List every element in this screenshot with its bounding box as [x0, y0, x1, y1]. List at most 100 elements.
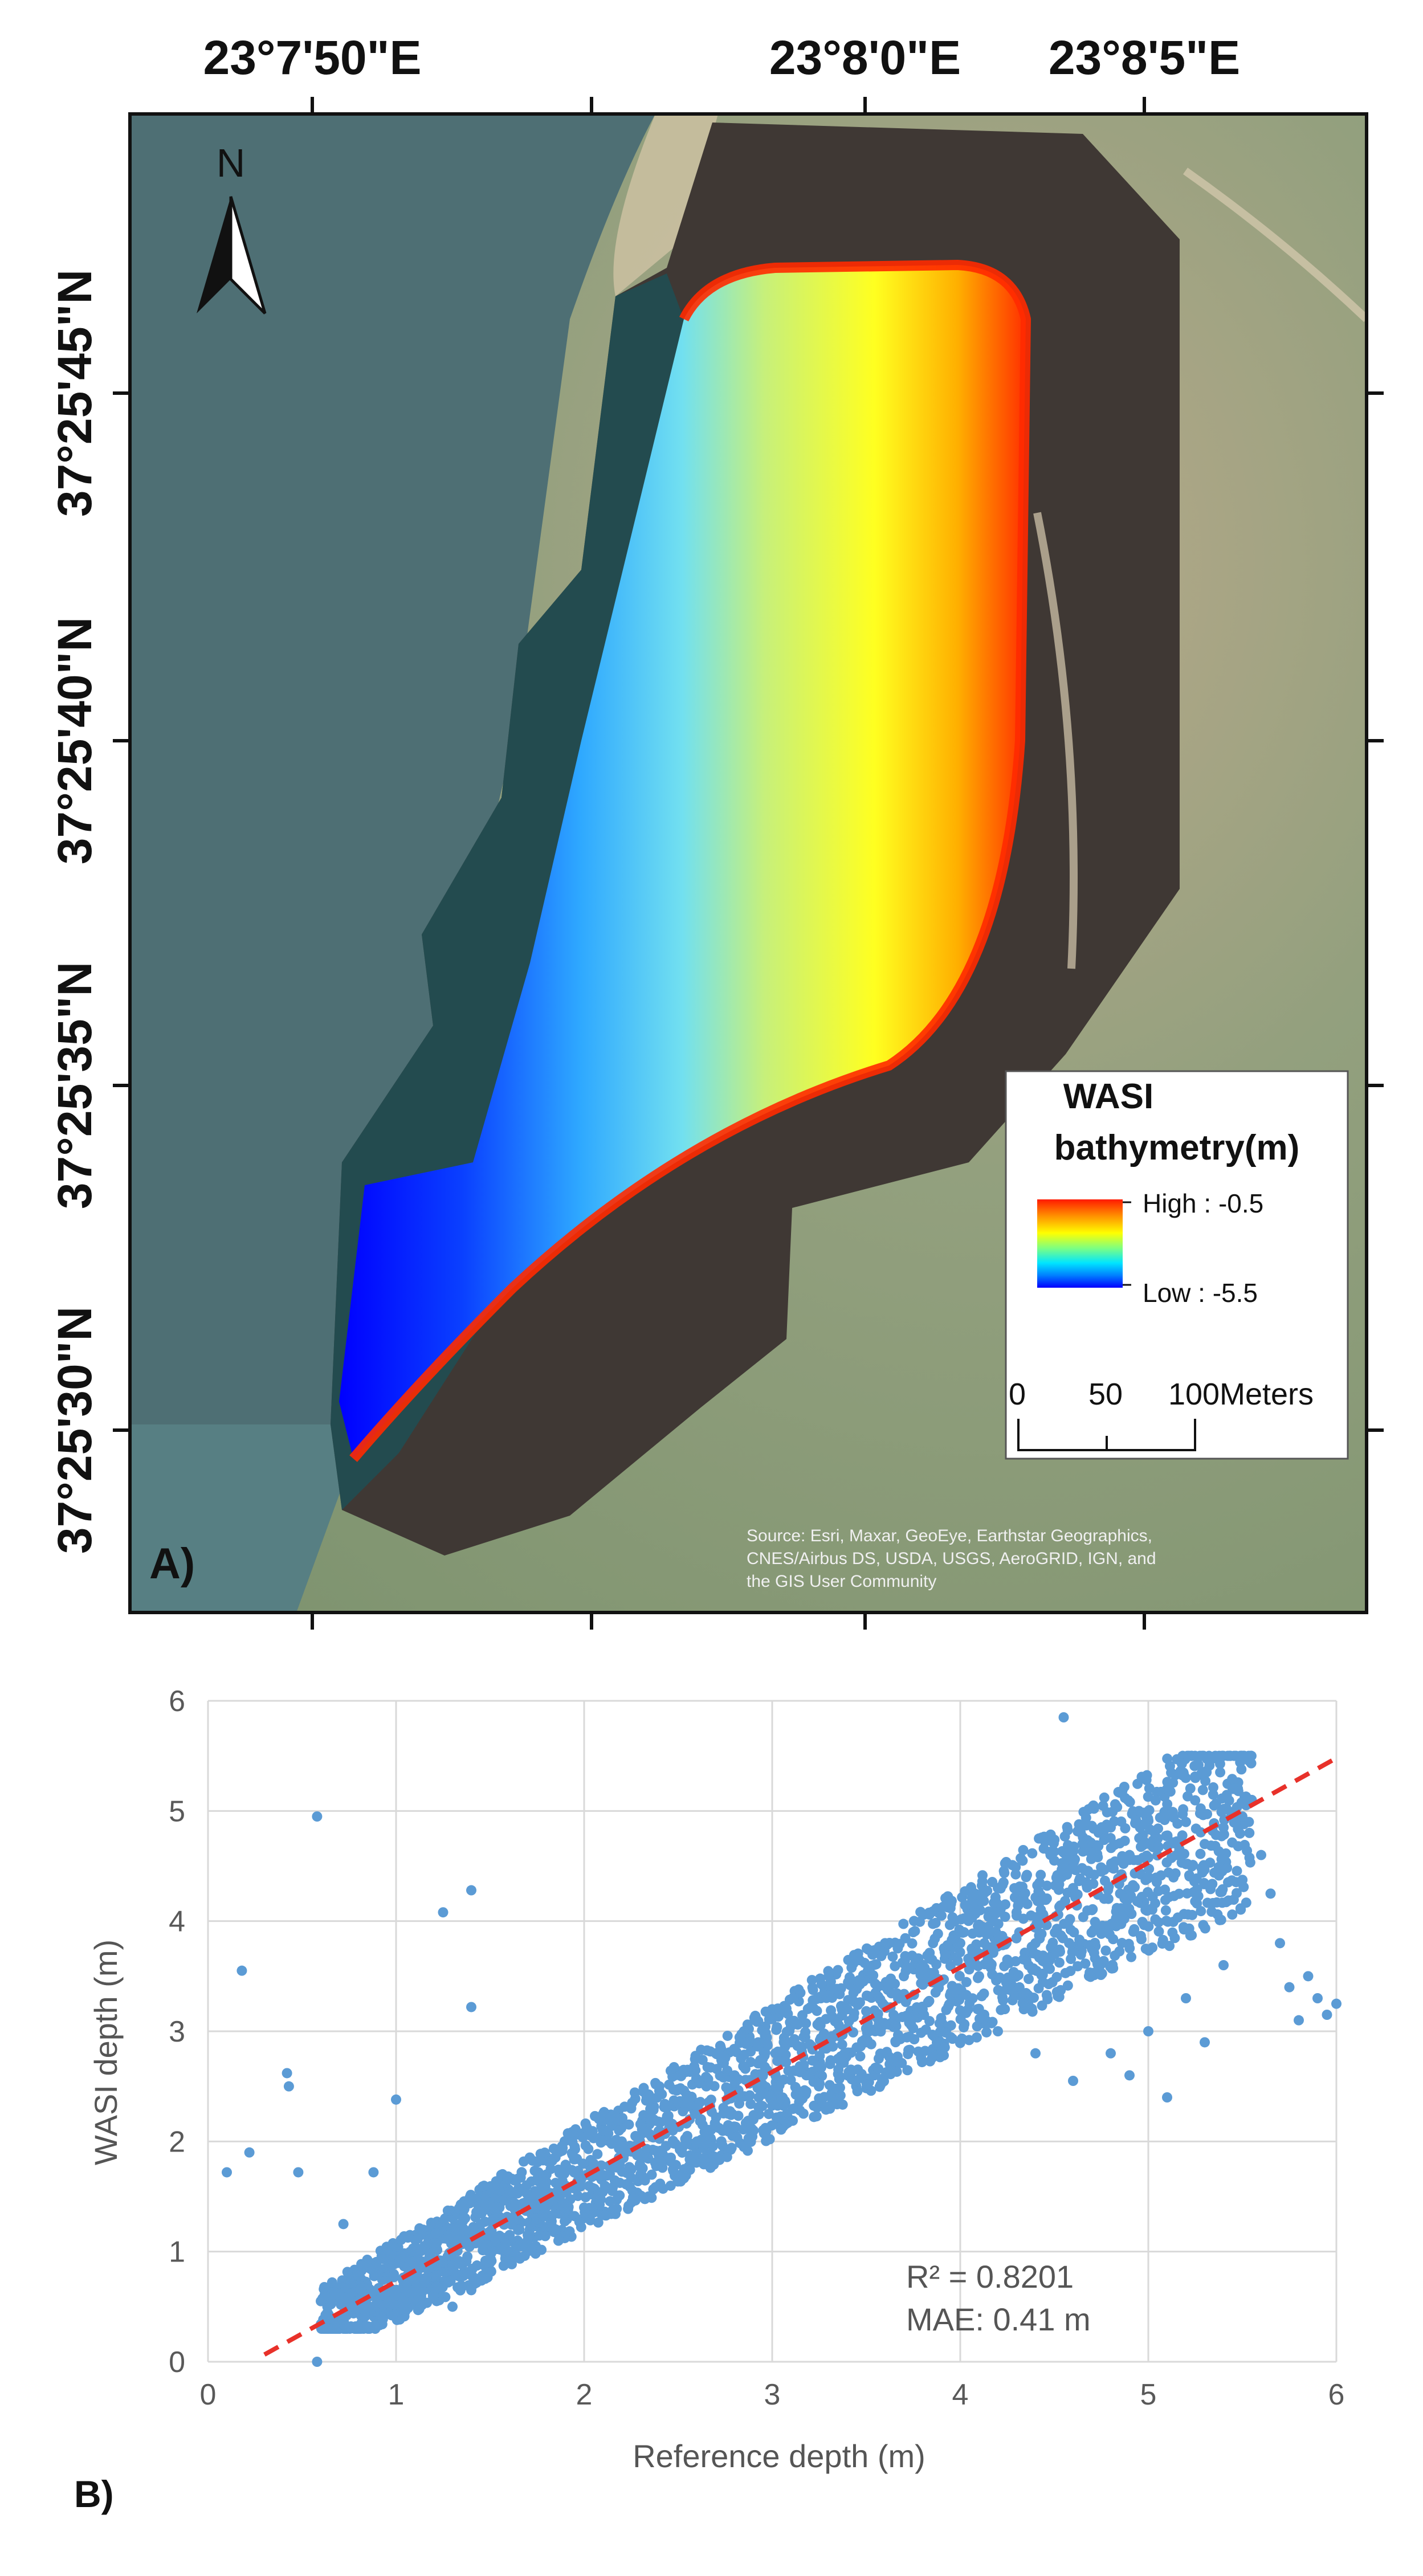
data-point [976, 1991, 987, 2002]
legend-low-label: Low : -5.5 [1143, 1278, 1258, 1308]
data-point [386, 2250, 397, 2261]
data-point [1065, 1914, 1075, 1925]
data-point [879, 1946, 890, 1957]
scale-tick-label: 100 [1168, 1377, 1220, 1411]
data-point [682, 2064, 693, 2075]
data-point [837, 2099, 848, 2110]
data-point [1035, 1869, 1046, 1880]
data-point [1057, 1846, 1067, 1857]
data-point [1147, 1942, 1158, 1953]
data-point [875, 2079, 886, 2090]
data-point [1014, 1982, 1025, 1993]
data-point [362, 2262, 373, 2273]
data-point [312, 2357, 323, 2367]
data-point [579, 2202, 589, 2213]
data-point [1236, 1797, 1247, 1808]
data-point [1106, 1918, 1117, 1929]
data-point [626, 2103, 637, 2114]
data-point [682, 2097, 693, 2108]
data-point [716, 2136, 727, 2147]
data-point [875, 2048, 886, 2059]
y-tick-label: 6 [169, 1685, 185, 1718]
data-point [1078, 1846, 1088, 1857]
data-point [739, 2141, 749, 2152]
data-point [759, 2128, 769, 2139]
data-point [1018, 1954, 1029, 1965]
data-point [1216, 1831, 1227, 1842]
data-point [945, 1987, 956, 1998]
data-point [675, 2083, 686, 2094]
data-point [851, 2042, 862, 2053]
data-point [1124, 2070, 1135, 2081]
data-point [718, 2103, 729, 2113]
data-point [381, 2242, 392, 2252]
data-point [1157, 1934, 1168, 1945]
data-point [795, 1987, 806, 1998]
data-point [927, 1954, 937, 1965]
data-point [1256, 1850, 1266, 1860]
data-point [626, 2173, 637, 2183]
data-point [720, 2052, 731, 2063]
data-point [668, 2166, 679, 2177]
data-point [624, 2162, 635, 2173]
data-point [1208, 1782, 1218, 1793]
data-point [890, 1978, 900, 1989]
data-point [915, 1907, 926, 1917]
data-point [623, 2203, 634, 2214]
panel-a-label: A) [149, 1540, 195, 1588]
data-point [1265, 1888, 1276, 1899]
data-point [772, 2022, 782, 2032]
data-point [780, 2005, 791, 2015]
data-point [908, 1927, 919, 1937]
lat-label: 37°25'30"N [48, 1307, 101, 1554]
data-point [467, 2263, 478, 2274]
data-point [1046, 1942, 1057, 1953]
data-point [999, 1868, 1010, 1879]
data-point [510, 2198, 521, 2209]
data-point [519, 2251, 530, 2261]
data-point [466, 2002, 476, 2012]
data-point [319, 2324, 330, 2334]
data-point [593, 2217, 604, 2228]
data-point [808, 1985, 818, 1995]
data-point [1073, 1961, 1083, 1971]
data-point [342, 2267, 353, 2277]
data-point [1001, 1977, 1012, 1987]
data-point [1209, 1867, 1220, 1878]
data-point [940, 1949, 951, 1960]
data-point [745, 2099, 756, 2109]
legend-title: bathymetry(m) [1054, 1128, 1300, 1167]
data-point [762, 2039, 773, 2050]
data-point [732, 2132, 743, 2143]
data-point [663, 2153, 674, 2163]
bathymetry-map: 23°7'50"E 23°8'0"E 23°8'5"E 37°25'45"N 3… [48, 31, 1384, 1630]
data-point [648, 2184, 659, 2195]
data-point [898, 1918, 909, 1929]
data-point [665, 2065, 676, 2076]
data-point [1198, 1810, 1209, 1820]
data-point [611, 2194, 622, 2205]
data-point [748, 2125, 759, 2136]
data-point [1033, 1886, 1044, 1897]
data-point [1099, 1835, 1110, 1846]
data-point [611, 2203, 622, 2214]
data-point [711, 2112, 721, 2123]
data-point [456, 2235, 467, 2246]
data-point [573, 2190, 584, 2201]
data-point [993, 2026, 1003, 2036]
data-point [494, 2202, 505, 2213]
data-point [1208, 1789, 1218, 1800]
data-point [1042, 1961, 1053, 1971]
data-point [1162, 1753, 1173, 1764]
data-point [957, 2033, 968, 2044]
data-point [899, 1971, 909, 1982]
data-point [1080, 1812, 1091, 1823]
data-point [981, 2027, 992, 2038]
data-point [699, 2126, 710, 2137]
data-point [1068, 1883, 1078, 1893]
data-point [1001, 1984, 1012, 1995]
data-point [466, 1885, 476, 1896]
data-point [827, 2041, 838, 2052]
data-point [532, 2213, 543, 2224]
data-point [437, 2281, 448, 2292]
